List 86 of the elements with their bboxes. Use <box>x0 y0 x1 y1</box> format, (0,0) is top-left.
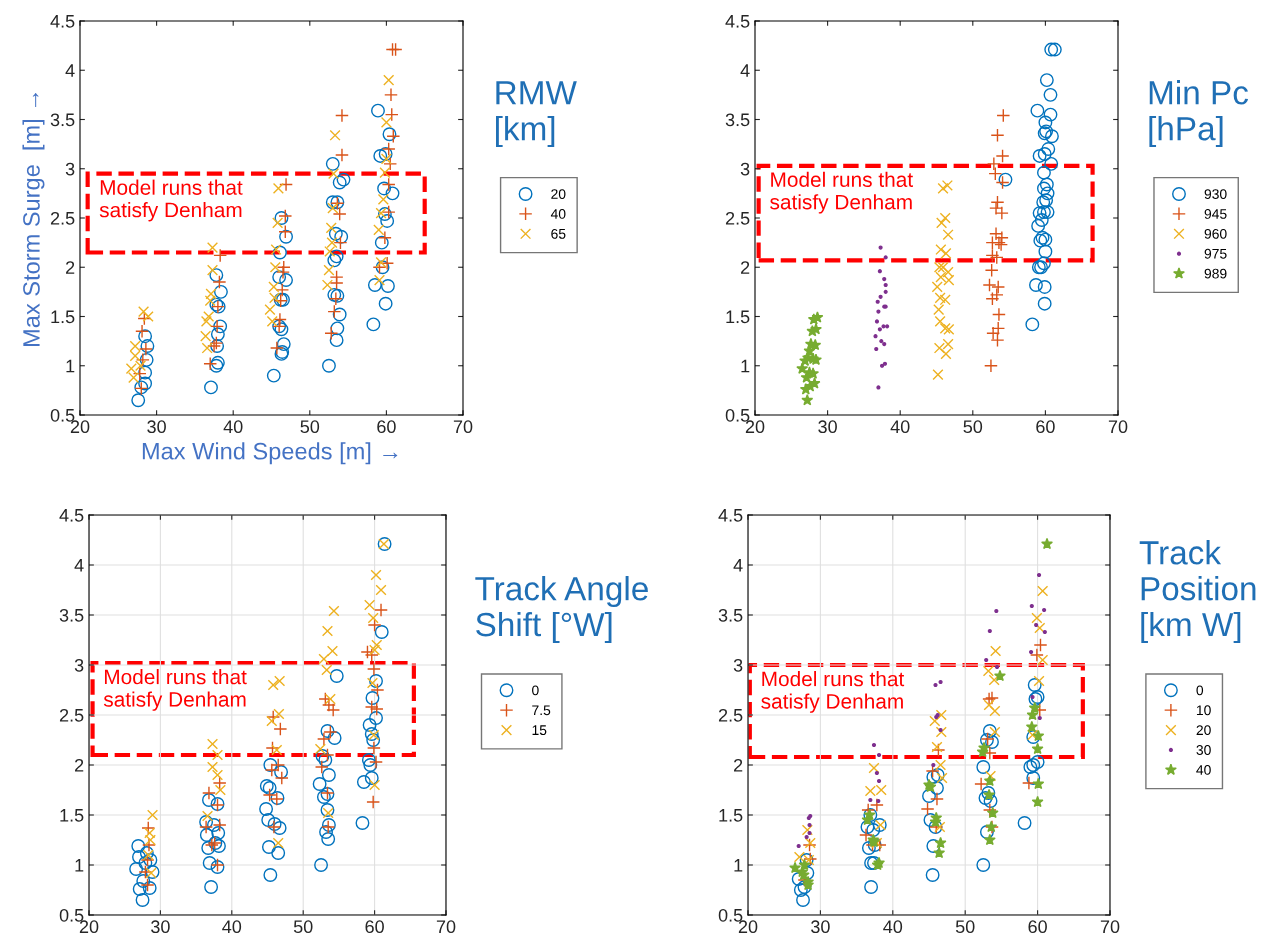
x-axis-title: Max Wind Speeds [m] → <box>142 442 398 465</box>
y-tick-label: 3 <box>740 162 750 176</box>
y-tick-label: 2 <box>75 758 84 772</box>
y-tick-label: 0.5 <box>59 908 84 922</box>
y-tick-label: 4 <box>733 559 743 572</box>
legend-label: 7.5 <box>532 705 551 716</box>
x-tick-label: 20 <box>70 420 90 434</box>
x-tick-label: 40 <box>223 420 243 434</box>
legend-label: 945 <box>1204 209 1227 219</box>
y-tick-label: 3 <box>733 658 743 672</box>
x-tick-label: 20 <box>79 920 99 934</box>
y-tick-label: 2.5 <box>59 708 84 722</box>
x-tick-label: 40 <box>883 920 903 934</box>
x-tick-label: 30 <box>811 920 830 934</box>
y-tick-label: 2.5 <box>718 708 743 722</box>
legend-title: Min Pc [hPa] <box>1149 80 1249 148</box>
y-tick-label: 4.5 <box>50 15 75 28</box>
y-tick-label: 1.5 <box>726 310 750 324</box>
x-tick-label: 70 <box>436 920 456 934</box>
legend-label: 0 <box>1196 685 1204 696</box>
x-tick-label: 60 <box>1028 920 1047 934</box>
y-tick-label: 4 <box>740 64 750 77</box>
y-tick-label: 2 <box>741 261 750 274</box>
y-tick-label: 3.5 <box>725 113 750 127</box>
y-tick-label: 3 <box>65 162 75 176</box>
y-tick-label: 2.5 <box>50 211 75 225</box>
y-tick-label: 4 <box>74 559 84 572</box>
legend-label: 975 <box>1204 248 1227 259</box>
x-tick-label: 50 <box>300 420 320 434</box>
x-tick-label: 70 <box>453 420 473 434</box>
legend-label: 40 <box>1196 764 1211 775</box>
legend-title: Track Position [km W] <box>1139 540 1256 643</box>
y-tick-label: 1.5 <box>60 809 84 822</box>
x-tick-label: 20 <box>745 420 765 434</box>
annotation: Model runs that satisfy Denham <box>770 171 913 214</box>
legend-label: 30 <box>1196 745 1211 755</box>
x-tick-label: 60 <box>377 420 396 434</box>
x-tick-label: 20 <box>738 920 758 934</box>
y-tick-label: 1 <box>734 859 743 872</box>
x-tick-label: 30 <box>151 920 170 934</box>
legend-label: 20 <box>551 189 566 199</box>
y-tick-label: 4.5 <box>725 15 750 28</box>
x-tick-label: 30 <box>147 420 166 434</box>
legend-label: 20 <box>1196 725 1211 736</box>
y-tick-label: 4.5 <box>59 509 84 522</box>
y-tick-label: 4.5 <box>718 509 743 522</box>
legend-label: 65 <box>551 228 566 239</box>
y-tick-label: 4 <box>65 64 75 77</box>
x-tick-label: 60 <box>1036 420 1055 434</box>
y-axis-title: Max Storm Surge [m] → <box>22 92 45 346</box>
annotation: Model runs that satisfy Denham <box>103 669 247 711</box>
legend-title: Track Angle Shift [°W] <box>475 576 648 643</box>
y-tick-label: 2.5 <box>725 211 750 225</box>
legend-label: 989 <box>1204 268 1227 279</box>
annotation: Model runs that satisfy Denham <box>99 179 243 222</box>
annotation: Model runs that satisfy Denham <box>761 671 905 713</box>
x-tick-label: 50 <box>963 420 983 434</box>
legend-label: 15 <box>532 725 547 736</box>
x-tick-label: 60 <box>365 920 384 934</box>
legend-label: 960 <box>1204 228 1227 239</box>
y-tick-label: 1.5 <box>719 809 743 822</box>
y-tick-label: 1 <box>75 859 84 872</box>
y-tick-label: 0.5 <box>50 408 75 422</box>
legend-label: 930 <box>1204 189 1227 199</box>
x-tick-label: 30 <box>818 420 837 434</box>
legend-title: RMW [km] <box>496 81 577 148</box>
x-tick-label: 50 <box>293 920 313 934</box>
x-tick-label: 50 <box>955 920 975 934</box>
y-tick-label: 2 <box>66 261 75 274</box>
legend-label: 10 <box>1196 705 1211 716</box>
legend-label: 40 <box>550 209 566 219</box>
y-tick-label: 2 <box>734 758 743 772</box>
y-tick-label: 0.5 <box>725 408 750 422</box>
y-tick-label: 1.5 <box>51 310 75 324</box>
y-tick-label: 3.5 <box>59 608 84 622</box>
x-tick-label: 40 <box>222 920 242 934</box>
y-tick-label: 3.5 <box>718 608 743 622</box>
x-tick-label: 40 <box>890 420 910 434</box>
x-tick-label: 70 <box>1100 920 1120 934</box>
y-tick-label: 3.5 <box>50 113 75 127</box>
y-tick-label: 3 <box>74 658 84 672</box>
legend-label: 0 <box>532 685 539 696</box>
y-tick-label: 1 <box>66 359 75 373</box>
y-tick-label: 0.5 <box>718 908 743 922</box>
x-tick-label: 70 <box>1108 420 1128 434</box>
y-tick-label: 1 <box>741 359 750 373</box>
